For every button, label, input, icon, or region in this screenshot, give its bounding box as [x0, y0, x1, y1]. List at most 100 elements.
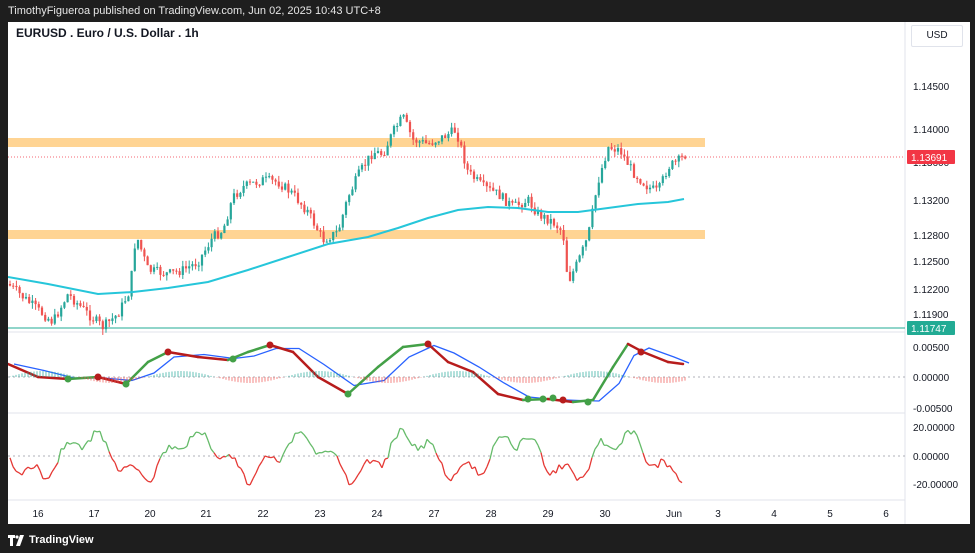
candle[interactable] — [82, 305, 85, 307]
candle[interactable] — [140, 239, 143, 250]
cross-signal-dot[interactable] — [344, 390, 352, 398]
candle[interactable] — [504, 193, 508, 206]
candle[interactable] — [476, 177, 479, 179]
candle[interactable] — [200, 254, 204, 266]
candle[interactable] — [492, 187, 495, 191]
candle[interactable] — [418, 141, 421, 143]
candle[interactable] — [367, 155, 370, 166]
candle[interactable] — [146, 256, 149, 266]
candle[interactable] — [338, 227, 341, 232]
candle[interactable] — [194, 264, 197, 267]
candle[interactable] — [466, 163, 469, 170]
candle[interactable] — [95, 316, 98, 321]
candle[interactable] — [546, 214, 549, 224]
candle[interactable] — [63, 302, 66, 308]
resistance-zone[interactable] — [8, 138, 705, 147]
candle[interactable] — [277, 181, 280, 187]
candle[interactable] — [66, 294, 69, 303]
candle[interactable] — [408, 121, 412, 133]
candle[interactable] — [645, 185, 648, 190]
candle[interactable] — [463, 145, 466, 164]
candle[interactable] — [581, 246, 584, 256]
candle[interactable] — [114, 315, 117, 319]
candle[interactable] — [255, 181, 258, 185]
cross-signal-dot[interactable] — [122, 380, 130, 388]
candle[interactable] — [514, 201, 517, 203]
candle[interactable] — [162, 274, 165, 276]
cross-signal-dot[interactable] — [584, 398, 592, 406]
candle[interactable] — [498, 189, 501, 200]
candle[interactable] — [216, 231, 220, 239]
candle[interactable] — [360, 164, 364, 170]
candle[interactable] — [482, 180, 485, 183]
candle[interactable] — [223, 225, 226, 234]
candle[interactable] — [405, 114, 408, 122]
candle[interactable] — [469, 169, 472, 172]
candle[interactable] — [632, 164, 636, 178]
candle[interactable] — [677, 155, 680, 162]
candle[interactable] — [149, 265, 152, 272]
candle[interactable] — [552, 218, 556, 226]
candle[interactable] — [364, 164, 367, 166]
candle[interactable] — [98, 316, 101, 322]
candle[interactable] — [8, 284, 12, 286]
candle[interactable] — [85, 306, 88, 311]
candle[interactable] — [124, 301, 127, 303]
candle[interactable] — [197, 265, 200, 267]
candle[interactable] — [444, 135, 447, 139]
candle[interactable] — [376, 151, 380, 154]
candle[interactable] — [188, 266, 191, 269]
candle[interactable] — [591, 208, 594, 228]
candle[interactable] — [319, 230, 322, 232]
candle[interactable] — [287, 183, 290, 193]
candle[interactable] — [389, 134, 392, 146]
candle[interactable] — [127, 296, 130, 302]
candle[interactable] — [351, 189, 354, 196]
candle[interactable] — [92, 320, 95, 322]
candle[interactable] — [655, 185, 658, 188]
candle[interactable] — [575, 261, 578, 272]
candle[interactable] — [306, 209, 309, 213]
candle[interactable] — [511, 200, 514, 203]
candle[interactable] — [348, 195, 351, 203]
candle[interactable] — [133, 248, 136, 271]
candle[interactable] — [290, 190, 293, 193]
candle[interactable] — [373, 153, 376, 160]
candle[interactable] — [648, 187, 652, 190]
candle[interactable] — [268, 176, 271, 178]
candle[interactable] — [293, 190, 296, 193]
candle[interactable] — [226, 219, 229, 226]
candle[interactable] — [594, 195, 597, 209]
candle[interactable] — [664, 176, 668, 178]
candle[interactable] — [520, 204, 524, 208]
candle[interactable] — [229, 203, 232, 220]
candle[interactable] — [181, 266, 184, 275]
candle[interactable] — [559, 228, 562, 231]
candle[interactable] — [60, 307, 63, 317]
candle[interactable] — [684, 156, 687, 159]
candle[interactable] — [204, 250, 207, 255]
candle[interactable] — [597, 182, 600, 196]
candle[interactable] — [117, 315, 120, 317]
candle[interactable] — [258, 184, 261, 186]
candle[interactable] — [383, 154, 386, 156]
cross-signal-dot[interactable] — [164, 348, 172, 356]
candle[interactable] — [322, 231, 325, 243]
candle[interactable] — [415, 139, 418, 143]
candle[interactable] — [261, 177, 264, 186]
candle[interactable] — [623, 154, 626, 157]
candle[interactable] — [508, 200, 511, 206]
candle[interactable] — [232, 193, 236, 204]
candle[interactable] — [159, 266, 162, 275]
candle[interactable] — [613, 149, 616, 152]
candle[interactable] — [79, 303, 82, 306]
chart-frame[interactable]: 1.145001.140001.136001.132001.128001.125… — [8, 22, 970, 524]
candle[interactable] — [156, 266, 159, 268]
candle[interactable] — [658, 183, 661, 188]
currency-selector[interactable]: USD — [911, 25, 963, 47]
candle[interactable] — [517, 201, 520, 205]
candle[interactable] — [104, 319, 108, 330]
candle[interactable] — [312, 213, 316, 226]
candle[interactable] — [460, 141, 463, 146]
candle[interactable] — [47, 318, 50, 321]
